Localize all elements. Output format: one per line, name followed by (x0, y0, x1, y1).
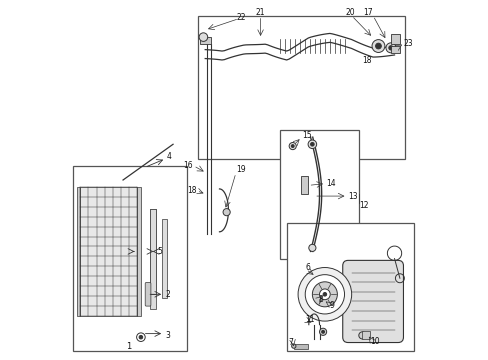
Circle shape (199, 33, 207, 41)
Circle shape (307, 140, 316, 149)
Circle shape (305, 275, 344, 314)
Text: 9: 9 (329, 301, 334, 310)
Bar (80, 187, 137, 316)
Circle shape (358, 332, 365, 339)
Bar (200, 37, 210, 44)
Circle shape (288, 143, 296, 150)
Bar (137, 187, 141, 316)
Circle shape (310, 143, 313, 146)
Text: 7: 7 (288, 338, 293, 347)
Circle shape (321, 330, 324, 333)
Bar (390, 33, 399, 44)
Circle shape (308, 244, 315, 251)
Bar (300, 176, 307, 194)
Text: 13: 13 (347, 192, 357, 201)
Bar (162, 219, 166, 298)
Text: 12: 12 (358, 201, 367, 210)
Bar (293, 343, 307, 348)
Circle shape (139, 336, 142, 339)
Circle shape (312, 282, 337, 307)
Text: 1: 1 (125, 342, 131, 351)
Circle shape (291, 145, 294, 148)
Text: 23: 23 (403, 39, 412, 48)
Bar (287, 223, 413, 351)
Bar (77, 187, 80, 316)
Circle shape (388, 46, 392, 50)
Text: 6: 6 (305, 263, 309, 272)
Text: 18: 18 (362, 56, 371, 65)
Circle shape (291, 344, 295, 348)
Circle shape (319, 328, 326, 336)
Text: 8: 8 (318, 295, 323, 304)
Bar (73, 166, 187, 351)
Circle shape (371, 40, 384, 53)
Text: 14: 14 (326, 179, 336, 188)
FancyBboxPatch shape (145, 283, 151, 306)
Circle shape (136, 333, 145, 342)
Bar (361, 331, 369, 339)
Text: 4: 4 (166, 152, 171, 161)
Circle shape (298, 267, 351, 321)
Text: 17: 17 (362, 8, 372, 17)
Text: 3: 3 (165, 331, 170, 340)
Bar (390, 46, 399, 53)
Text: 18: 18 (186, 186, 196, 195)
Text: 19: 19 (236, 165, 246, 174)
Bar (149, 208, 156, 309)
Circle shape (319, 289, 329, 300)
Text: 21: 21 (255, 8, 265, 17)
Bar (198, 16, 405, 158)
Circle shape (385, 43, 395, 53)
Circle shape (323, 293, 326, 296)
Text: 22: 22 (236, 13, 245, 22)
Text: 2: 2 (165, 290, 170, 299)
FancyBboxPatch shape (342, 260, 403, 342)
Text: 10: 10 (369, 337, 379, 346)
Bar (280, 130, 358, 258)
Text: 16: 16 (183, 161, 193, 170)
Text: 5: 5 (157, 247, 162, 256)
Text: 11: 11 (305, 315, 314, 324)
Circle shape (223, 208, 230, 216)
Circle shape (375, 43, 381, 49)
Bar (149, 208, 156, 294)
Text: 15: 15 (302, 131, 311, 140)
Text: 20: 20 (345, 8, 354, 17)
